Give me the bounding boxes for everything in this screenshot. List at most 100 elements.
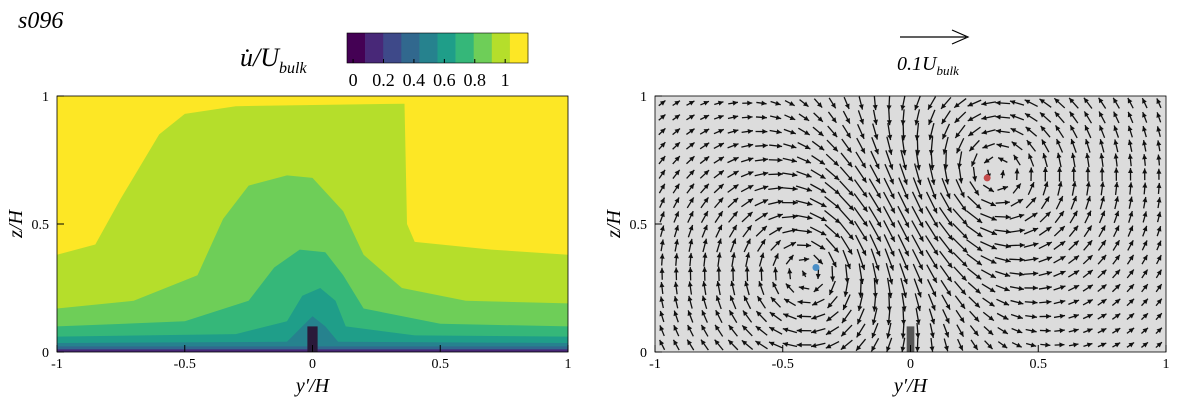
vector-head [1019,271,1025,277]
vector-head [732,129,739,134]
vector-head [703,100,709,106]
vector-head [703,197,709,203]
vector-head [1086,195,1091,202]
vector-head [791,158,797,163]
vector-head [1033,271,1039,277]
vector-head [1114,298,1121,305]
vector-head [832,146,838,152]
vector-head [659,339,665,346]
colorbar-cell [491,33,511,63]
vector-head [687,295,693,302]
vector-head [861,177,867,183]
vector-head [834,203,841,209]
vector-head [1046,299,1052,305]
vector-head [981,101,987,106]
vector-head [928,119,933,125]
vector-head [1099,167,1105,173]
vector-head [1059,270,1066,276]
vector-head [915,164,921,171]
vector-head [915,150,921,156]
vector-head [1030,197,1037,203]
vector-head [831,261,837,268]
vector-head [829,289,834,295]
vector-head [796,342,802,348]
vector-head [886,120,892,126]
vector-head [858,292,864,298]
colorbar-title: u̇/Ubulk [240,43,307,77]
vector-head [761,225,767,232]
vector-head [873,119,878,125]
vector-head [1142,168,1148,174]
vector-head [988,187,994,192]
vector-head [1002,185,1009,191]
vector-head [1056,152,1062,159]
vector-head [1099,125,1104,131]
colorbar-cell [455,33,474,63]
vector-head [1156,182,1162,189]
vector-head [659,267,665,273]
vector-head [889,264,894,271]
vector-head [991,230,997,235]
vector-head [806,201,813,206]
vector-head [1058,211,1064,217]
vector-head [674,239,679,245]
vector-head [1032,285,1038,291]
colorbar-tick-label: 1 [501,70,510,90]
vector-head [701,310,707,316]
vector-head [890,236,895,242]
vector-head [1113,139,1119,145]
vector-head [775,100,781,106]
vector-head [871,345,877,352]
vector-head [1073,299,1080,305]
vector-head [1128,167,1134,174]
vector-head [859,133,865,139]
vector-head [1085,167,1091,173]
vector-head [732,143,739,148]
vector-head [1073,240,1079,246]
vector-head [973,316,980,322]
vector-head [932,207,938,214]
y-axis-label: z/H [603,209,625,239]
vector-head [703,115,710,120]
vector-head [929,346,935,352]
vector-head [747,100,753,106]
vector-head [848,190,854,196]
vector-head [761,114,767,120]
vector-head [1025,126,1032,132]
vector-head [820,230,827,236]
vector-head [789,115,796,120]
vector-head [1128,182,1134,188]
vector-head [916,305,922,312]
vector-head [732,197,739,204]
vector-head [914,119,920,126]
vector-head [701,281,707,287]
vector-head [889,250,895,257]
vector-head [718,156,724,162]
vector-head [1156,140,1162,146]
vector-head [995,114,1001,120]
vector-head [1142,240,1148,246]
vector-head [1084,111,1090,118]
vector-head [1127,153,1133,160]
vector-head [1054,111,1060,118]
vector-head [1005,243,1011,249]
vector-head [943,164,949,170]
vector-head [904,250,909,257]
vector-head [688,211,694,217]
vector-head [974,189,979,196]
vector-head [806,187,813,192]
vector-head [846,263,851,270]
vector-head [674,225,680,231]
vector-head [929,164,935,171]
vector-head [797,299,803,305]
vector-head [1002,329,1008,334]
colorbar-cell [437,33,456,63]
vector-head [1042,153,1048,159]
vector-head [1100,328,1107,333]
vector-head [840,344,847,350]
vector-head [1072,195,1077,202]
vector-head [1010,128,1017,133]
vector-head [1127,97,1133,104]
vector-head [688,238,694,245]
x-axis-label: y′/H [892,375,929,397]
